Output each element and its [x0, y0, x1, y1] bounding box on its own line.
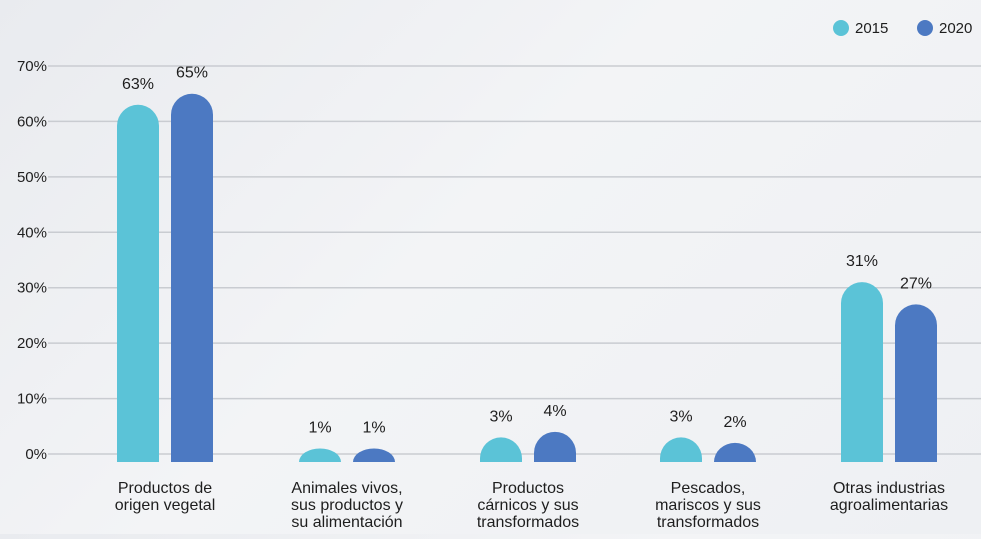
- category-label: Pescados,: [671, 480, 746, 497]
- category-label: transformados: [477, 514, 579, 531]
- bar-2020-4: [895, 304, 937, 462]
- legend-label: 2015: [855, 20, 888, 37]
- data-label: 4%: [543, 403, 566, 420]
- category-label: Productos: [492, 480, 564, 497]
- data-labels: 63% 1% 3% 3% 31% 65% 1% 4% 2% 27%: [122, 65, 932, 437]
- data-label: 3%: [669, 408, 692, 425]
- y-tick-label: 10%: [17, 391, 47, 408]
- category-label: Otras industrias: [833, 480, 945, 497]
- data-label: 1%: [308, 419, 331, 436]
- y-axis-ticks: 0% 10% 20% 30% 40% 50% 60% 70%: [17, 58, 47, 463]
- bar-2020-2: [534, 431, 576, 462]
- bar-2020-0: [171, 93, 213, 462]
- y-tick-label: 40%: [17, 224, 47, 241]
- category-label: su alimentación: [291, 514, 402, 531]
- bar-2015-0: [117, 104, 159, 462]
- data-label: 1%: [362, 419, 385, 436]
- legend-swatch: [917, 20, 933, 36]
- legend-swatch: [833, 20, 849, 36]
- bars: [0, 93, 981, 465]
- data-label: 65%: [176, 65, 208, 82]
- y-tick-label: 20%: [17, 335, 47, 352]
- bar-2015-2: [480, 437, 522, 462]
- data-label: 3%: [489, 408, 512, 425]
- y-tick-label: 70%: [17, 58, 47, 75]
- legend-label: 2020: [939, 20, 972, 37]
- data-label: 2%: [723, 414, 746, 431]
- category-label: agroalimentarias: [830, 497, 948, 514]
- category-label: Productos de: [118, 480, 212, 497]
- bar-2020-1: [353, 448, 395, 462]
- y-tick-label: 30%: [17, 280, 47, 297]
- bar-2015-1: [299, 448, 341, 462]
- data-label: 31%: [846, 253, 878, 270]
- legend: 2015 2020: [833, 20, 972, 37]
- y-tick-label: 50%: [17, 169, 47, 186]
- category-label: cárnicos y sus: [477, 497, 578, 514]
- category-label: mariscos y sus: [655, 497, 761, 514]
- y-tick-label: 60%: [17, 113, 47, 130]
- bar-2015-3: [660, 437, 702, 462]
- data-label: 63%: [122, 76, 154, 93]
- category-label: sus productos y: [291, 497, 403, 514]
- baseline-spacer: [0, 455, 981, 465]
- data-label: 27%: [900, 275, 932, 292]
- y-tick-label: 0%: [25, 446, 47, 463]
- category-label: origen vegetal: [115, 497, 216, 514]
- bar-2015-4: [841, 282, 883, 462]
- bar-2020-3: [714, 442, 756, 462]
- category-label: Animales vivos,: [291, 480, 402, 497]
- category-label: transformados: [657, 514, 759, 531]
